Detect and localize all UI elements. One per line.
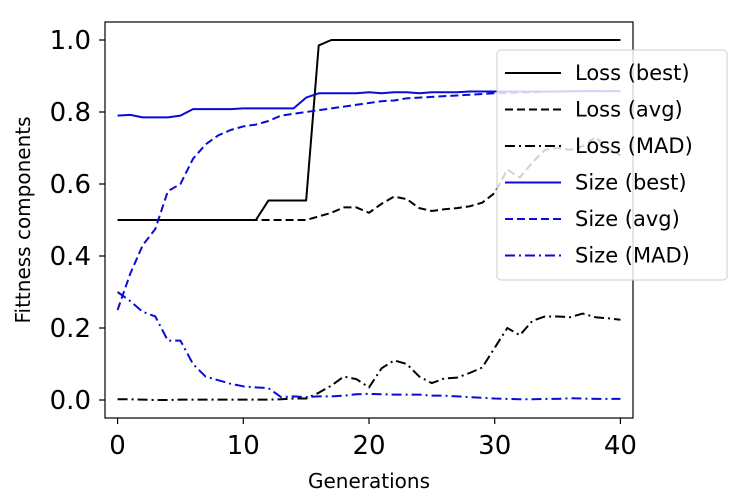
legend-label-size-best: Size (best) [575,171,687,195]
legend-label-size-mad: Size (MAD) [575,244,690,268]
series-line-loss-mad [117,312,621,401]
y-tick-label: 0.4 [50,242,91,272]
legend-box [496,49,728,281]
series-group [116,39,621,401]
legend: Loss (best) Loss (avg) Loss (MAD) Size (bes… [496,49,728,281]
y-tick-label: 0.0 [50,386,91,416]
y-tick-label: 0.8 [50,98,91,128]
legend-label-loss-best: Loss (best) [575,61,690,85]
x-tick-label: 30 [478,431,511,461]
x-axis-label: Generations [308,469,430,493]
legend-label-size-avg: Size (avg) [575,207,680,231]
legend-label-loss-avg: Loss (avg) [575,98,683,122]
y-tick-label: 0.6 [50,170,91,200]
legend-items: Loss (best) Loss (avg) Loss (MAD) Size (bes… [505,61,693,268]
legend-label-loss-mad: Loss (MAD) [575,134,693,158]
x-tick-label: 20 [352,431,385,461]
y-axis: 0.0 0.2 0.4 0.6 0.8 1.0 [50,26,105,416]
x-tick-label: 10 [227,431,260,461]
x-tick-label: 40 [604,431,637,461]
y-axis-label: Fittness components [11,116,35,323]
y-tick-label: 0.2 [50,314,91,344]
x-tick-label: 0 [109,431,126,461]
series-line-loss-best [117,39,621,221]
x-axis: 0 10 20 30 40 [109,418,637,461]
y-tick-label: 1.0 [50,26,91,56]
series-line-size-mad [116,291,621,401]
